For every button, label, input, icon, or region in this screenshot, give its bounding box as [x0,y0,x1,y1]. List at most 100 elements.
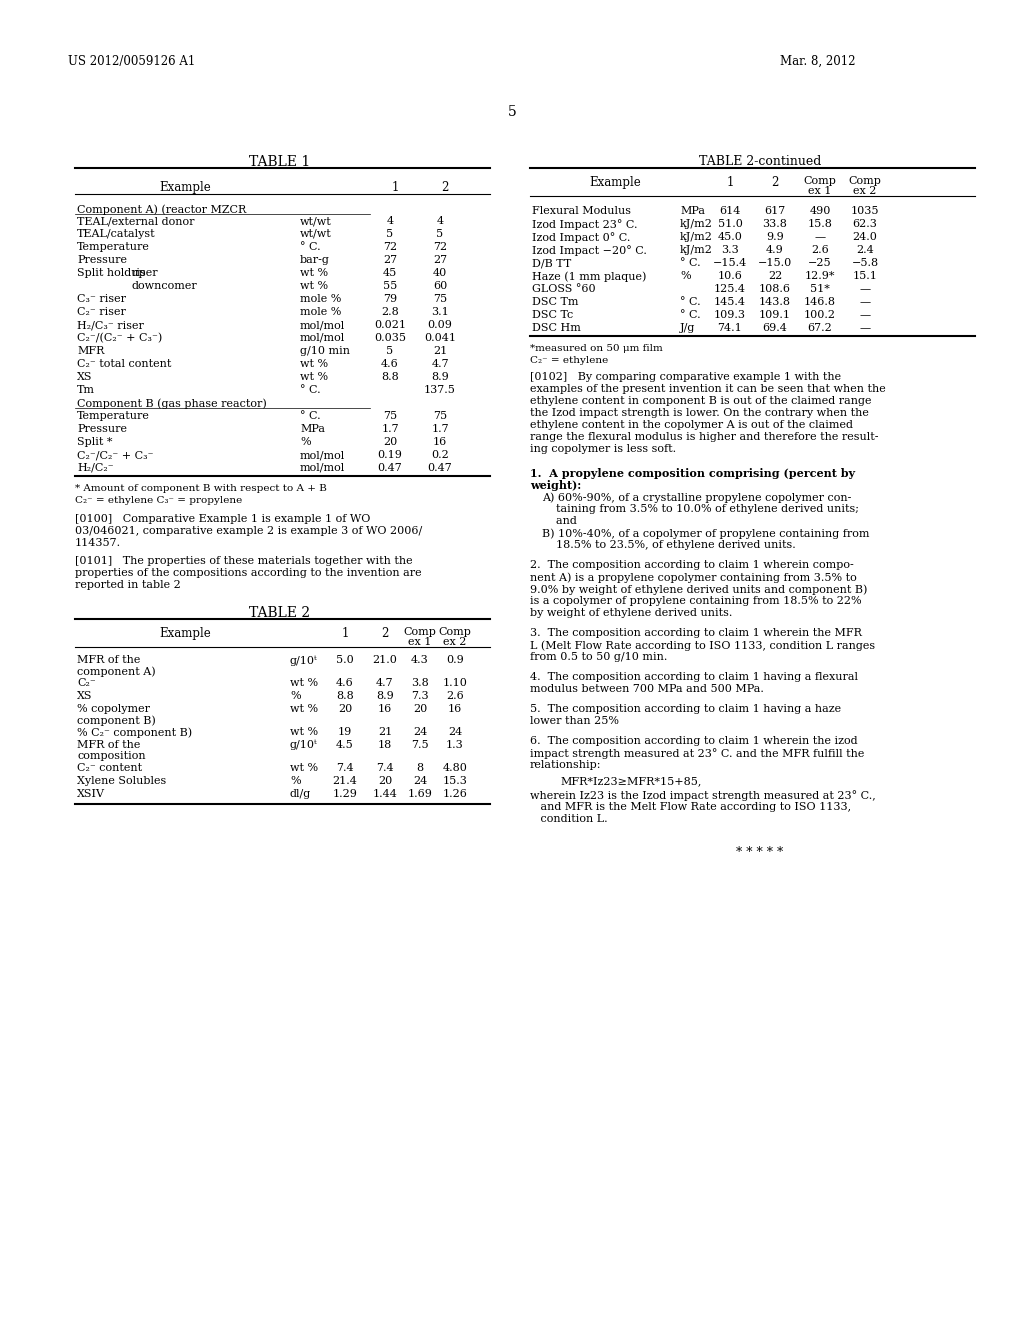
Text: Comp: Comp [804,176,837,186]
Text: H₂/C₃⁻ riser: H₂/C₃⁻ riser [77,319,144,330]
Text: ° C.: ° C. [680,310,700,319]
Text: 137.5: 137.5 [424,385,456,395]
Text: 4: 4 [386,216,393,226]
Text: 2.6: 2.6 [811,246,828,255]
Text: 8.9: 8.9 [376,690,394,701]
Text: 0.2: 0.2 [431,450,449,459]
Text: XS: XS [77,690,92,701]
Text: %: % [300,437,310,447]
Text: Izod Impact −20° C.: Izod Impact −20° C. [532,246,647,256]
Text: 617: 617 [764,206,785,216]
Text: modulus between 700 MPa and 500 MPa.: modulus between 700 MPa and 500 MPa. [530,684,764,694]
Text: wt %: wt % [290,704,318,714]
Text: the Izod impact strength is lower. On the contrary when the: the Izod impact strength is lower. On th… [530,408,869,418]
Text: is a copolymer of propylene containing from 18.5% to 22%: is a copolymer of propylene containing f… [530,597,861,606]
Text: US 2012/0059126 A1: US 2012/0059126 A1 [68,55,196,69]
Text: 24: 24 [413,776,427,785]
Text: wt %: wt % [300,281,328,290]
Text: Xylene Solubles: Xylene Solubles [77,776,166,785]
Text: *measured on 50 μm film: *measured on 50 μm film [530,345,663,352]
Text: C₂⁻/C₂⁻ + C₃⁻: C₂⁻/C₂⁻ + C₃⁻ [77,450,154,459]
Text: 19: 19 [338,727,352,737]
Text: Comp: Comp [849,176,882,186]
Text: 5.  The composition according to claim 1 having a haze: 5. The composition according to claim 1 … [530,704,841,714]
Text: 4.6: 4.6 [381,359,399,370]
Text: D/B TT: D/B TT [532,257,571,268]
Text: 2: 2 [771,176,778,189]
Text: * * * * *: * * * * * [736,846,783,859]
Text: 69.4: 69.4 [763,323,787,333]
Text: 20: 20 [338,704,352,714]
Text: 145.4: 145.4 [714,297,746,308]
Text: downcomer: downcomer [132,281,198,290]
Text: 21.4: 21.4 [333,776,357,785]
Text: impact strength measured at 23° C. and the MFR fulfill the: impact strength measured at 23° C. and t… [530,748,864,759]
Text: 75: 75 [433,411,447,421]
Text: dl/g: dl/g [290,789,311,799]
Text: 0.041: 0.041 [424,333,456,343]
Text: 1035: 1035 [851,206,880,216]
Text: C₂⁻ = ethylene C₃⁻ = propylene: C₂⁻ = ethylene C₃⁻ = propylene [75,496,243,506]
Text: 1: 1 [726,176,733,189]
Text: H₂/C₂⁻: H₂/C₂⁻ [77,463,114,473]
Text: ex 1: ex 1 [808,186,831,195]
Text: −15.4: −15.4 [713,257,748,268]
Text: 1.26: 1.26 [442,789,467,799]
Text: 4.7: 4.7 [431,359,449,370]
Text: 3.1: 3.1 [431,308,449,317]
Text: %: % [290,690,301,701]
Text: 03/046021, comparative example 2 is example 3 of WO 2006/: 03/046021, comparative example 2 is exam… [75,525,422,536]
Text: 108.6: 108.6 [759,284,791,294]
Text: kJ/m2: kJ/m2 [680,246,713,255]
Text: % C₂⁻ component B): % C₂⁻ component B) [77,727,193,738]
Text: ing copolymer is less soft.: ing copolymer is less soft. [530,444,676,454]
Text: 45.0: 45.0 [718,232,742,242]
Text: 2: 2 [381,627,389,640]
Text: GLOSS °60: GLOSS °60 [532,284,596,294]
Text: ethylene content in component B is out of the claimed range: ethylene content in component B is out o… [530,396,871,407]
Text: ex 2: ex 2 [853,186,877,195]
Text: 22: 22 [768,271,782,281]
Text: 55: 55 [383,281,397,290]
Text: 15.1: 15.1 [853,271,878,281]
Text: 4.6: 4.6 [336,678,354,688]
Text: 16: 16 [447,704,462,714]
Text: wt %: wt % [300,372,328,381]
Text: mol/mol: mol/mol [300,333,345,343]
Text: mole %: mole % [300,294,341,304]
Text: DSC Tm: DSC Tm [532,297,579,308]
Text: Comp: Comp [403,627,436,638]
Text: 1.44: 1.44 [373,789,397,799]
Text: TEAL/external donor: TEAL/external donor [77,216,195,226]
Text: 2.8: 2.8 [381,308,399,317]
Text: −15.0: −15.0 [758,257,793,268]
Text: properties of the compositions according to the invention are: properties of the compositions according… [75,568,422,578]
Text: relationship:: relationship: [530,760,601,770]
Text: 18.5% to 23.5%, of ethylene derived units.: 18.5% to 23.5%, of ethylene derived unit… [542,540,796,550]
Text: 5: 5 [386,346,393,356]
Text: MPa: MPa [680,206,705,216]
Text: % copolymer: % copolymer [77,704,150,714]
Text: by weight of ethylene derived units.: by weight of ethylene derived units. [530,609,732,618]
Text: range the flexural modulus is higher and therefore the result-: range the flexural modulus is higher and… [530,432,879,442]
Text: L (Melt Flow Rate according to ISO 1133, condition L ranges: L (Melt Flow Rate according to ISO 1133,… [530,640,876,651]
Text: TEAL/catalyst: TEAL/catalyst [77,228,156,239]
Text: wt %: wt % [300,268,328,279]
Text: 20: 20 [378,776,392,785]
Text: —: — [814,232,825,242]
Text: composition: composition [77,751,145,762]
Text: mol/mol: mol/mol [300,463,345,473]
Text: 75: 75 [433,294,447,304]
Text: 21: 21 [433,346,447,356]
Text: 4.  The composition according to claim 1 having a flexural: 4. The composition according to claim 1 … [530,672,858,682]
Text: Example: Example [589,176,641,189]
Text: 72: 72 [433,242,447,252]
Text: Izod Impact 23° C.: Izod Impact 23° C. [532,219,638,230]
Text: component A): component A) [77,667,156,677]
Text: 1: 1 [341,627,349,640]
Text: ° C.: ° C. [680,257,700,268]
Text: J/g: J/g [680,323,695,333]
Text: C₂⁻ total content: C₂⁻ total content [77,359,171,370]
Text: 1.7: 1.7 [381,424,398,434]
Text: 20: 20 [383,437,397,447]
